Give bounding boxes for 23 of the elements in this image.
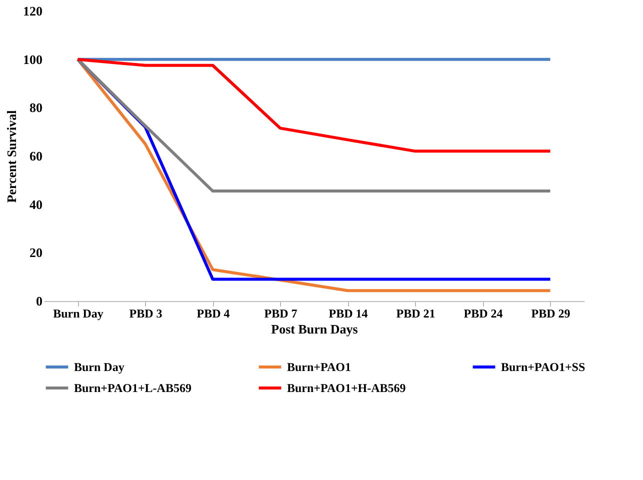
y-tick-label: 40 (30, 196, 42, 212)
x-tick-label: PBD 21 (396, 306, 436, 320)
x-tick-label: PBD 3 (129, 306, 162, 320)
y-tick-label: 120 (23, 4, 42, 18)
y-tick-label: 60 (30, 148, 42, 164)
x-tick-label: PBD 4 (196, 306, 230, 320)
line-series (76, 58, 552, 153)
x-axis-title: Post Burn Days (271, 322, 358, 336)
legend-label: Burn+PAO1+SS (501, 360, 586, 374)
y-tick-label: 100 (23, 52, 42, 67)
x-tick-label: PBD 24 (464, 306, 503, 320)
legend-label: Burn+PAO1 (287, 360, 351, 374)
y-tick-label: 0 (36, 294, 42, 308)
x-tick-label: PBD 14 (328, 306, 368, 320)
legend-label: Burn+PAO1+H-AB569 (287, 381, 406, 395)
x-tick-label: PBD 7 (264, 306, 298, 320)
y-tick-label: 80 (30, 100, 42, 116)
x-tick-label: PBD 29 (531, 306, 570, 320)
legend-label: Burn+PAO1+L-AB569 (74, 381, 192, 395)
x-tick-label: Burn Day (53, 306, 104, 320)
legend-label: Burn Day (74, 360, 124, 374)
y-axis-title: Percent Survival (4, 110, 19, 203)
y-tick-label: 20 (30, 245, 42, 260)
